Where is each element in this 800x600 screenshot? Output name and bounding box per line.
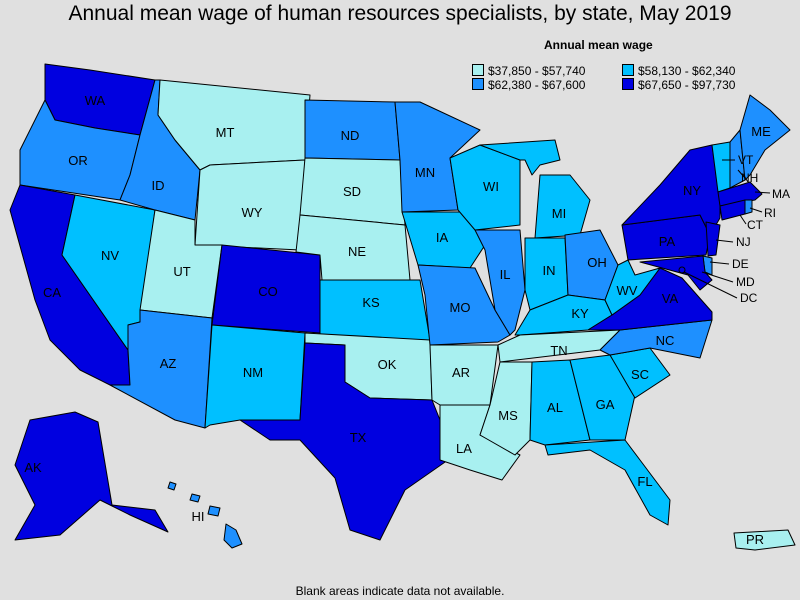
state-label-ga: GA [596, 397, 615, 412]
state-ri[interactable] [744, 199, 753, 215]
state-pr[interactable] [733, 529, 796, 551]
state-label-ma: MA [772, 187, 790, 201]
state-mo[interactable] [417, 264, 511, 346]
state-label-nj: NJ [736, 235, 751, 249]
state-label-il: IL [500, 267, 511, 282]
state-label-mi: MI [552, 206, 566, 221]
state-label-or: OR [68, 153, 88, 168]
legend-label: $58,130 - $62,340 [638, 64, 736, 78]
state-label-wy: WY [242, 205, 263, 220]
state-label-wv: WV [617, 283, 638, 298]
state-label-ct: CT [747, 218, 764, 232]
legend-swatch [472, 64, 484, 76]
state-label-al: AL [547, 400, 563, 415]
state-label-vt: VT [738, 153, 754, 167]
state-ia[interactable] [401, 211, 486, 269]
state-ga[interactable] [569, 354, 636, 441]
state-label-ms: MS [498, 408, 518, 423]
state-hi-maui[interactable] [207, 505, 221, 517]
state-label-az: AZ [160, 356, 177, 371]
state-label-mo: MO [450, 300, 471, 315]
state-label-dc: DC [740, 291, 758, 305]
state-ak[interactable] [14, 411, 169, 541]
state-label-sd: SD [343, 184, 361, 199]
legend-label: $62,380 - $67,600 [488, 78, 586, 92]
state-label-va: VA [662, 291, 679, 306]
state-label-wi: WI [483, 179, 499, 194]
legend-item-tier-3: $62,380 - $67,600 [472, 78, 585, 92]
state-label-oh: OH [587, 255, 607, 270]
footnote: Blank areas indicate data not available. [295, 584, 505, 598]
state-label-ks: KS [362, 295, 380, 310]
state-label-ne: NE [348, 244, 366, 259]
state-label-de: DE [732, 257, 749, 271]
legend-item-tier-1: $37,850 - $57,740 [472, 64, 585, 78]
state-label-md: MD [736, 275, 755, 289]
state-hi[interactable] [223, 523, 243, 549]
state-label-ok: OK [378, 357, 397, 372]
state-label-mt: MT [216, 125, 235, 140]
state-hi-oahu[interactable] [189, 493, 201, 503]
map-title: Annual mean wage of human resources spec… [68, 2, 732, 25]
legend-swatch [622, 64, 634, 76]
state-hi-islands[interactable] [167, 481, 177, 491]
state-label-ny: NY [683, 183, 701, 198]
state-md[interactable] [639, 255, 713, 291]
state-label-ca: CA [43, 285, 61, 300]
legend-label: $67,650 - $97,730 [638, 78, 736, 92]
state-label-nm: NM [243, 365, 263, 380]
state-label-ut: UT [173, 264, 190, 279]
state-label-co: CO [258, 284, 278, 299]
state-ks[interactable] [319, 279, 431, 341]
state-label-ak: AK [24, 460, 42, 475]
state-label-ia: IA [436, 230, 449, 245]
state-nj[interactable] [705, 221, 721, 257]
legend-label: $37,850 - $57,740 [488, 64, 586, 78]
state-il[interactable] [474, 229, 526, 336]
state-label-nh: NH [741, 171, 758, 185]
state-wv[interactable] [604, 259, 661, 316]
state-dc[interactable] [678, 266, 686, 274]
state-label-id: ID [152, 178, 165, 193]
state-label-nc: NC [656, 333, 675, 348]
state-label-pr: PR [746, 532, 764, 547]
state-mi[interactable] [479, 139, 561, 176]
state-label-tn: TN [550, 343, 567, 358]
legend-swatch [472, 78, 484, 90]
legend-swatch [622, 78, 634, 90]
state-label-in: IN [543, 263, 556, 278]
state-label-fl: FL [637, 474, 652, 489]
state-label-ri: RI [764, 206, 776, 220]
state-fl[interactable] [544, 439, 671, 526]
state-label-ky: KY [571, 306, 589, 321]
state-label-hi: HI [192, 509, 205, 524]
leader-lines [683, 159, 771, 299]
state-tx[interactable] [239, 342, 449, 541]
state-label-ar: AR [452, 365, 470, 380]
state-label-tx: TX [350, 430, 367, 445]
state-label-sc: SC [631, 367, 649, 382]
state-me[interactable] [739, 94, 791, 181]
state-label-me: ME [751, 124, 771, 139]
legend-title: Annual mean wage [544, 38, 653, 52]
state-label-nd: ND [341, 128, 360, 143]
state-label-wa: WA [85, 93, 106, 108]
state-label-la: LA [456, 441, 472, 456]
state-label-nv: NV [101, 248, 119, 263]
legend-item-tier-4: $67,650 - $97,730 [622, 78, 735, 92]
legend-item-tier-2: $58,130 - $62,340 [622, 64, 735, 78]
state-label-mn: MN [415, 165, 435, 180]
state-label-pa: PA [659, 234, 676, 249]
